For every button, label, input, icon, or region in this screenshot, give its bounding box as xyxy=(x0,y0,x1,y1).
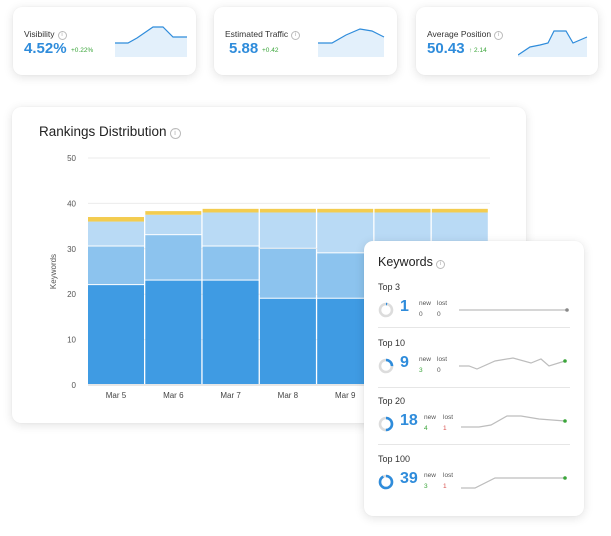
average-position-delta: ↑ 2.14 xyxy=(469,47,487,54)
keyword-count: 9 xyxy=(400,354,409,371)
keyword-row-label: Top 20 xyxy=(378,396,406,406)
lost-label: lost xyxy=(437,356,448,363)
divider xyxy=(378,444,570,445)
new-label: new xyxy=(419,356,431,363)
info-icon[interactable]: i xyxy=(291,31,301,40)
bar-segment xyxy=(374,208,431,213)
keyword-trend-sparkline xyxy=(459,308,569,312)
keyword-row-label: Top 3 xyxy=(378,282,401,292)
lost-label: lost xyxy=(443,472,454,479)
x-tick-label: Mar 8 xyxy=(278,391,299,400)
bar-segment xyxy=(317,298,374,384)
new-label: new xyxy=(424,472,436,479)
estimated-traffic-delta: +0.42 xyxy=(262,47,279,54)
progress-ring-icon xyxy=(378,302,394,318)
estimated-traffic-value: 5.88 xyxy=(229,40,259,57)
average-position-card[interactable]: Average Position i 50.43 ↑ 2.14 xyxy=(416,7,598,75)
x-tick-label: Mar 9 xyxy=(335,391,356,400)
new-label: new xyxy=(424,414,436,421)
keyword-count: 18 xyxy=(400,412,418,429)
bar-segment xyxy=(145,235,202,280)
bar-segment xyxy=(88,221,144,246)
divider xyxy=(378,327,570,328)
bar-segment xyxy=(88,285,144,384)
keyword-row-top-100[interactable]: Top 100 39 new lost 3 1 xyxy=(364,454,584,516)
y-axis-label: Keywords xyxy=(49,254,58,289)
info-icon[interactable]: i xyxy=(57,31,67,40)
estimated-traffic-card[interactable]: Estimated Traffic i 5.88 +0.42 xyxy=(214,7,397,75)
rankings-title: Rankings Distribution i xyxy=(39,124,181,139)
visibility-value: 4.52% xyxy=(24,40,67,57)
keyword-trend-sparkline xyxy=(461,415,567,428)
y-tick-label: 20 xyxy=(67,290,76,299)
keyword-trend-sparkline xyxy=(459,357,567,370)
progress-ring-icon xyxy=(378,416,394,432)
x-tick-label: Mar 6 xyxy=(163,391,184,400)
new-count: 4 xyxy=(424,425,428,432)
keyword-row-top-10[interactable]: Top 10 9 new lost 3 0 xyxy=(364,338,584,400)
bar-segment xyxy=(259,248,316,298)
bar-segment xyxy=(202,280,259,384)
lost-count: 1 xyxy=(443,425,447,432)
bar-segment xyxy=(259,212,316,248)
divider xyxy=(378,387,570,388)
keyword-row-label: Top 100 xyxy=(378,454,411,464)
y-tick-label: 40 xyxy=(67,199,76,208)
bar-segment xyxy=(145,280,202,384)
bar-segment xyxy=(202,246,259,280)
visibility-sparkline xyxy=(115,26,187,57)
bar-segment xyxy=(259,208,316,213)
info-icon[interactable]: i xyxy=(435,260,445,269)
keywords-card: Keywords i Top 3 1 new lost 0 0 Top 10 9 … xyxy=(364,241,584,516)
y-tick-label: 10 xyxy=(67,336,76,345)
progress-ring-icon xyxy=(378,474,394,490)
y-tick-label: 50 xyxy=(67,154,76,163)
new-label: new xyxy=(419,300,431,307)
bar-segment xyxy=(317,212,374,253)
lost-label: lost xyxy=(437,300,448,307)
bar-segment xyxy=(202,208,259,213)
average-position-sparkline xyxy=(518,30,588,57)
y-tick-label: 0 xyxy=(72,381,77,390)
keyword-row-top-3[interactable]: Top 3 1 new lost 0 0 xyxy=(364,282,584,344)
y-tick-label: 30 xyxy=(67,245,76,254)
info-icon[interactable]: i xyxy=(494,31,504,40)
estimated-traffic-sparkline xyxy=(318,28,385,57)
keyword-row-label: Top 10 xyxy=(378,338,406,348)
new-count: 3 xyxy=(424,483,428,490)
new-count: 3 xyxy=(419,367,423,374)
visibility-delta: +0.22% xyxy=(71,47,94,54)
keyword-count: 39 xyxy=(400,470,418,487)
new-count: 0 xyxy=(419,311,423,318)
x-tick-label: Mar 5 xyxy=(106,391,127,400)
keyword-trend-sparkline xyxy=(461,476,567,489)
average-position-value: 50.43 xyxy=(427,40,465,57)
keyword-count: 1 xyxy=(400,298,409,315)
keyword-row-top-20[interactable]: Top 20 18 new lost 4 1 xyxy=(364,396,584,458)
bar-segment xyxy=(88,217,144,222)
lost-label: lost xyxy=(443,414,454,421)
visibility-card[interactable]: Visibility i 4.52% +0.22% xyxy=(13,7,196,75)
average-position-label: Average Position i xyxy=(427,29,504,40)
info-icon[interactable]: i xyxy=(169,128,181,139)
bar-segment xyxy=(431,208,488,213)
keywords-title: Keywords i xyxy=(378,255,445,269)
lost-count: 0 xyxy=(437,367,441,374)
bar-segment xyxy=(145,211,202,215)
visibility-label: Visibility i xyxy=(24,29,67,40)
x-tick-label: Mar 7 xyxy=(220,391,241,400)
estimated-traffic-label: Estimated Traffic i xyxy=(225,29,301,40)
bar-segment xyxy=(259,298,316,384)
bar-segment xyxy=(88,246,144,285)
lost-count: 1 xyxy=(443,483,447,490)
bar-segment xyxy=(317,208,374,213)
progress-ring-icon xyxy=(378,358,394,374)
lost-count: 0 xyxy=(437,311,441,318)
bar-segment xyxy=(317,253,374,298)
bar-segment xyxy=(145,214,202,235)
bar-segment xyxy=(202,212,259,246)
